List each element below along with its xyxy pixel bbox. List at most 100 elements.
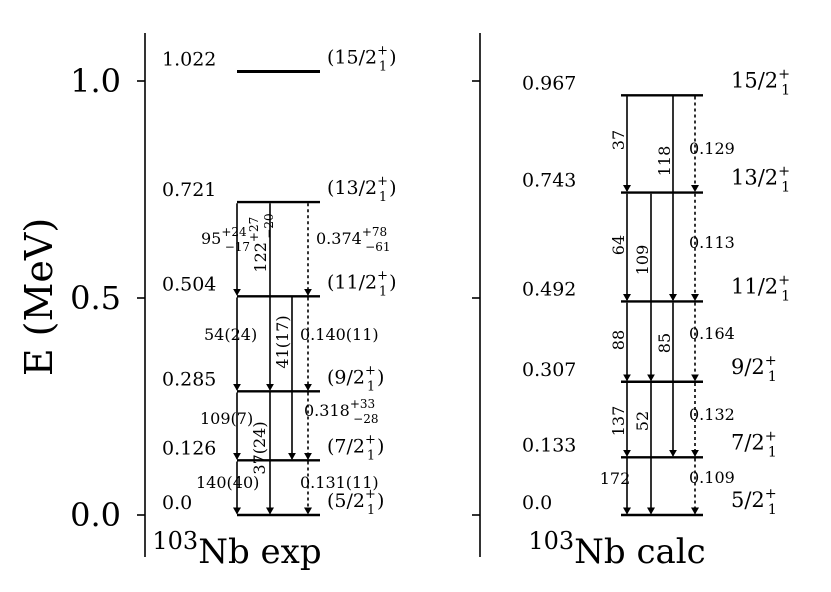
level-energy-label: 0.967 xyxy=(522,72,576,94)
level-energy-label: 0.126 xyxy=(162,437,216,459)
e2-value-label: 37 xyxy=(609,130,628,150)
transition-value: 140(40) xyxy=(196,473,259,492)
spin-parity: + xyxy=(377,43,388,58)
transition-value: 54(24) xyxy=(204,325,257,344)
spin-value: (11/2 xyxy=(327,271,377,293)
spin-value: (9/2 xyxy=(327,366,365,388)
spin-parity: + xyxy=(365,363,376,378)
spin-index: 1 xyxy=(379,59,387,74)
spin-parity: + xyxy=(365,487,376,502)
level-energy-label: 0.285 xyxy=(162,368,216,390)
uncertainty-upper: +78 xyxy=(362,225,387,239)
energy-axis: E (MeV) 0.0 0.5 1.0 xyxy=(17,33,481,557)
transition-value: 0.374 xyxy=(316,229,362,248)
transition-value: 37(24) xyxy=(250,421,269,474)
level-energy-label: 0.492 xyxy=(522,278,576,300)
transition-value: 109 xyxy=(633,245,652,276)
transition-value: 0.113 xyxy=(689,233,735,252)
spin-close: ) xyxy=(389,46,396,68)
level-energy-label: 0.743 xyxy=(522,170,576,192)
level-energy-label: 0.307 xyxy=(522,359,576,381)
e2-value-label: 140(40) xyxy=(196,473,259,492)
spin-parity: + xyxy=(778,66,790,82)
e2-value-label: 109(7) xyxy=(200,409,253,428)
spin-close: ) xyxy=(377,490,384,512)
spin-value: 9/2 xyxy=(731,355,765,379)
transition-value: 109(7) xyxy=(200,409,253,428)
transition-value: 118 xyxy=(655,146,674,177)
transition-value: 0.164 xyxy=(689,324,735,343)
spin-index: 1 xyxy=(768,444,777,460)
transition-value: 172 xyxy=(600,469,631,488)
e2-value-label: 137 xyxy=(609,406,628,437)
transition-value: 0.131(11) xyxy=(300,473,379,492)
level-spin-label: 11/2+ 1 xyxy=(731,272,790,304)
level-spin-label: (11/2+ 1) xyxy=(327,268,397,299)
transition-value: 37 xyxy=(609,130,628,150)
spin-index: 1 xyxy=(367,448,375,463)
spin-index: 1 xyxy=(367,379,375,394)
spin-parity: + xyxy=(765,486,777,502)
spin-close: ) xyxy=(377,435,384,457)
e2-value-label: 109 xyxy=(633,245,652,276)
uncertainty-lower: −20 xyxy=(262,213,276,238)
spin-parity: + xyxy=(377,268,388,283)
spin-index: 1 xyxy=(768,502,777,518)
e2-value-label: 172 xyxy=(600,469,631,488)
level-spin-label: 13/2+ 1 xyxy=(731,164,790,196)
transition-value: 52 xyxy=(633,411,652,431)
spin-index: 1 xyxy=(781,288,790,304)
m1-value-label: 0.140(11) xyxy=(300,325,379,344)
transition-value: 0.318 xyxy=(304,401,350,420)
spin-index: 1 xyxy=(781,82,790,98)
spin-value: 11/2 xyxy=(731,274,778,298)
e2-value-label: 41(17) xyxy=(273,315,292,368)
e2-value-label: 54(24) xyxy=(204,325,257,344)
transition-value: 137 xyxy=(609,406,628,437)
spin-close: ) xyxy=(389,177,396,199)
level-spin-label: (9/2+ 1) xyxy=(327,363,384,394)
transition-value: 0.132 xyxy=(689,405,735,424)
m1-value-label: 0.318+33 −28 xyxy=(304,397,378,426)
e2-value-label: 64 xyxy=(609,235,628,255)
spin-index: 1 xyxy=(379,284,387,299)
spin-parity: + xyxy=(778,272,790,288)
spin-parity: + xyxy=(765,353,777,369)
spin-value: 13/2 xyxy=(731,166,778,190)
level-energy-label: 0.133 xyxy=(522,434,576,456)
m1-value-label: 0.113 xyxy=(689,233,735,252)
level-spin-label: (7/2+ 1) xyxy=(327,432,384,463)
e2-value-label: 37(24) xyxy=(250,421,269,474)
spin-parity: + xyxy=(765,428,777,444)
uncertainty-lower: −61 xyxy=(365,240,390,254)
transition-value: 95 xyxy=(201,229,221,248)
m1-value-label: 0.131(11) xyxy=(300,473,379,492)
spin-index: 1 xyxy=(367,503,375,518)
transition-value: 88 xyxy=(609,330,628,350)
level-energy-label: 0.0 xyxy=(162,492,192,514)
e2-value-label: 95+24 −17 xyxy=(201,225,250,254)
level-energy-label: 0.504 xyxy=(162,273,216,295)
spin-value: (13/2 xyxy=(327,177,377,199)
level-energy-label: 1.022 xyxy=(162,48,216,70)
nucleus-label-calc: 103Nb calc xyxy=(528,527,705,572)
transition-value: 64 xyxy=(609,235,628,255)
panel-calculated: 103Nb calc 0.0 5/2+ 10.133 7/2+ 10.307 9/2+ 10… xyxy=(522,66,790,572)
level-spin-label: 15/2+ 1 xyxy=(731,66,790,98)
spin-close: ) xyxy=(377,366,384,388)
spin-index: 1 xyxy=(768,369,777,385)
mass-number-exp: 103 xyxy=(152,527,198,555)
y-tick-label: 0.5 xyxy=(70,279,121,317)
m1-value-label: 0.374+78 −61 xyxy=(316,225,390,254)
y-tick-label: 1.0 xyxy=(70,62,121,100)
e2-value-label: 85 xyxy=(655,333,674,353)
m1-value-label: 0.129 xyxy=(689,139,735,158)
level-spin-label: 5/2+ 1 xyxy=(731,486,777,518)
level-spin-label: (13/2+ 1) xyxy=(327,174,397,205)
transition-value: 0.109 xyxy=(689,468,735,487)
level-spin-label: 7/2+ 1 xyxy=(731,428,777,460)
spin-value: 7/2 xyxy=(731,430,765,454)
e2-value-label: 122+27−20 xyxy=(247,213,276,272)
level-spin-label: 9/2+ 1 xyxy=(731,353,777,385)
